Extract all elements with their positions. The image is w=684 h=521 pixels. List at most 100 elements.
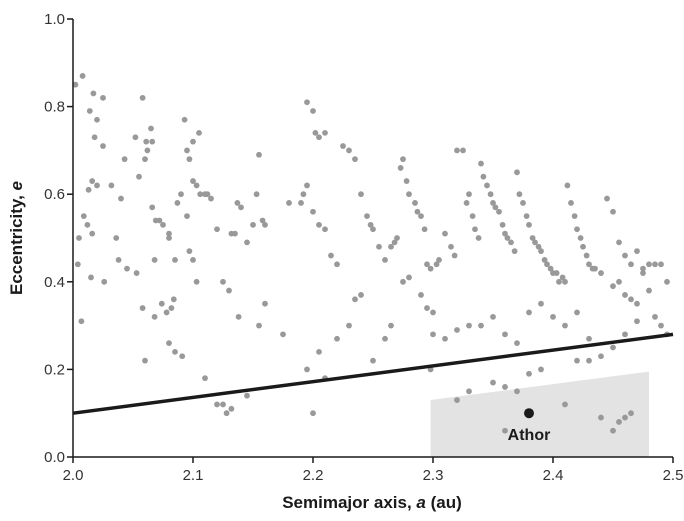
data-point bbox=[526, 221, 532, 228]
data-point bbox=[430, 309, 436, 316]
data-point bbox=[421, 226, 428, 233]
boundary-line bbox=[72, 332, 674, 415]
highlight-layer: Athor bbox=[508, 408, 550, 444]
data-point bbox=[622, 292, 628, 298]
data-point bbox=[220, 401, 226, 408]
y-tick-label: 1.0 bbox=[44, 11, 65, 28]
data-point bbox=[86, 108, 93, 114]
y-axis-title-symbol: e bbox=[7, 181, 26, 190]
data-point bbox=[113, 235, 120, 241]
data-point bbox=[526, 370, 532, 377]
data-point bbox=[80, 213, 87, 220]
data-point bbox=[541, 257, 548, 263]
data-point bbox=[78, 318, 85, 325]
data-point bbox=[469, 213, 476, 220]
data-point bbox=[568, 200, 574, 206]
data-point bbox=[244, 239, 250, 246]
data-point bbox=[664, 278, 670, 285]
data-point bbox=[142, 357, 148, 364]
data-point bbox=[144, 147, 151, 154]
data-point bbox=[181, 116, 188, 123]
data-point bbox=[316, 221, 322, 228]
data-point bbox=[562, 278, 568, 285]
data-point bbox=[312, 129, 319, 136]
data-point bbox=[262, 300, 268, 307]
x-axis-title-symbol: a bbox=[416, 493, 425, 512]
data-point bbox=[492, 204, 499, 211]
y-tick-label: 0.6 bbox=[44, 186, 65, 203]
data-points-layer bbox=[72, 73, 670, 434]
data-point bbox=[316, 134, 322, 141]
data-point bbox=[197, 191, 204, 198]
data-point bbox=[172, 257, 178, 263]
data-point bbox=[658, 322, 664, 329]
data-point bbox=[208, 195, 214, 202]
data-point bbox=[427, 265, 434, 272]
data-point bbox=[151, 313, 158, 320]
data-point bbox=[235, 313, 242, 320]
data-point bbox=[334, 335, 340, 342]
data-point bbox=[538, 300, 544, 307]
data-point bbox=[610, 283, 616, 290]
data-point bbox=[598, 414, 604, 421]
data-point bbox=[234, 200, 241, 206]
data-point bbox=[262, 221, 268, 228]
data-point bbox=[610, 427, 616, 434]
data-point bbox=[544, 261, 550, 268]
data-point bbox=[480, 173, 487, 180]
data-point bbox=[256, 151, 262, 158]
data-point bbox=[586, 261, 592, 268]
data-point bbox=[310, 208, 316, 215]
x-tick-label: 2.2 bbox=[303, 467, 324, 484]
data-point bbox=[514, 169, 520, 176]
data-point bbox=[598, 270, 604, 276]
data-point bbox=[598, 353, 604, 360]
data-point bbox=[388, 243, 394, 250]
data-point bbox=[232, 230, 238, 237]
data-point bbox=[382, 335, 388, 342]
data-point bbox=[376, 243, 382, 250]
data-point bbox=[616, 278, 622, 285]
x-axis-title-prefix: Semimajor axis, bbox=[282, 493, 416, 512]
data-point bbox=[367, 221, 374, 228]
axes-layer bbox=[72, 19, 673, 458]
data-point bbox=[406, 191, 412, 198]
data-point bbox=[214, 401, 220, 408]
data-point bbox=[160, 221, 166, 228]
x-tick-label: 2.0 bbox=[63, 467, 84, 484]
x-tick-label: 2.3 bbox=[423, 467, 444, 484]
data-point bbox=[463, 200, 470, 206]
data-point bbox=[250, 221, 256, 228]
data-point bbox=[562, 401, 568, 408]
data-point bbox=[186, 248, 193, 255]
data-point bbox=[640, 265, 646, 272]
data-point bbox=[158, 300, 165, 307]
data-point bbox=[414, 208, 421, 215]
y-axis-title: Eccentricity, e bbox=[7, 181, 26, 295]
x-tick-label: 2.5 bbox=[663, 467, 684, 484]
data-point bbox=[577, 235, 584, 241]
data-point bbox=[586, 357, 592, 364]
data-point bbox=[228, 405, 235, 412]
data-point bbox=[286, 200, 292, 206]
data-point bbox=[132, 134, 139, 141]
data-point bbox=[90, 90, 97, 97]
data-point bbox=[454, 327, 460, 333]
data-point bbox=[646, 261, 652, 268]
data-point bbox=[400, 156, 406, 163]
data-point bbox=[115, 257, 122, 263]
data-point bbox=[418, 292, 424, 298]
y-tick-label: 0.2 bbox=[44, 361, 65, 378]
data-point bbox=[490, 200, 496, 206]
data-point bbox=[196, 129, 202, 136]
data-point bbox=[178, 191, 184, 198]
data-point bbox=[149, 204, 156, 211]
data-point bbox=[466, 322, 472, 329]
data-point bbox=[424, 305, 430, 311]
data-point bbox=[628, 261, 634, 268]
data-point bbox=[170, 296, 177, 303]
data-point bbox=[529, 235, 536, 241]
data-point bbox=[514, 340, 520, 347]
data-point bbox=[553, 270, 560, 276]
data-point bbox=[652, 313, 658, 320]
